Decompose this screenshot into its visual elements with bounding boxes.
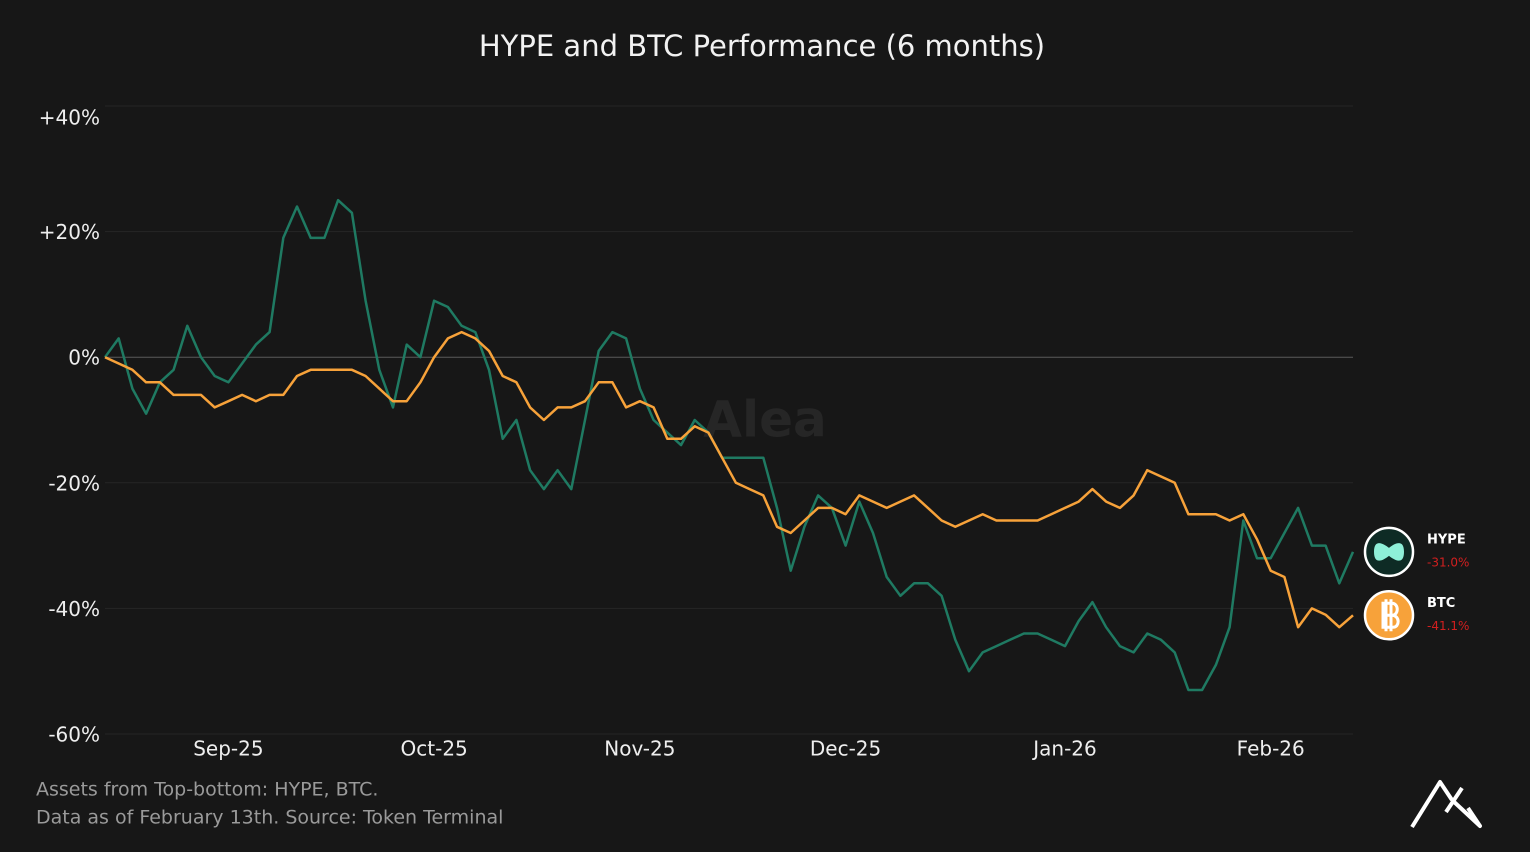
x-tick-label: Nov-25 bbox=[604, 737, 675, 761]
y-tick-label: -20% bbox=[48, 471, 100, 495]
x-tick-label: Feb-26 bbox=[1237, 737, 1305, 761]
y-tick-label: 0% bbox=[68, 346, 100, 370]
footnote: Data as of February 13th. Source: Token … bbox=[36, 807, 503, 829]
chart-title: HYPE and BTC Performance (6 months) bbox=[479, 29, 1045, 63]
series-line bbox=[104, 330, 1354, 629]
y-tick-label: -40% bbox=[48, 597, 100, 621]
x-tick-label: Jan-26 bbox=[1031, 737, 1097, 761]
x-tick-label: Sep-25 bbox=[193, 737, 263, 761]
legend-label: BTC bbox=[1427, 596, 1455, 611]
legend-icon-glyph bbox=[1381, 599, 1400, 632]
end-value-label: -41.1% bbox=[1427, 619, 1469, 633]
y-tick-label: +20% bbox=[39, 220, 100, 244]
logo bbox=[1410, 780, 1482, 829]
legend-label: HYPE bbox=[1427, 532, 1466, 547]
series-line bbox=[103, 198, 1355, 692]
legend-icon-glyph bbox=[1374, 543, 1404, 561]
watermark: Alea bbox=[703, 391, 827, 449]
footnote: Assets from Top-bottom: HYPE, BTC. bbox=[36, 779, 378, 801]
x-tick-label: Oct-25 bbox=[401, 737, 468, 761]
x-tick-label: Dec-25 bbox=[810, 737, 881, 761]
end-value-label: -31.0% bbox=[1427, 555, 1469, 569]
y-tick-label: +40% bbox=[39, 106, 100, 130]
y-tick-label: -60% bbox=[48, 723, 100, 747]
